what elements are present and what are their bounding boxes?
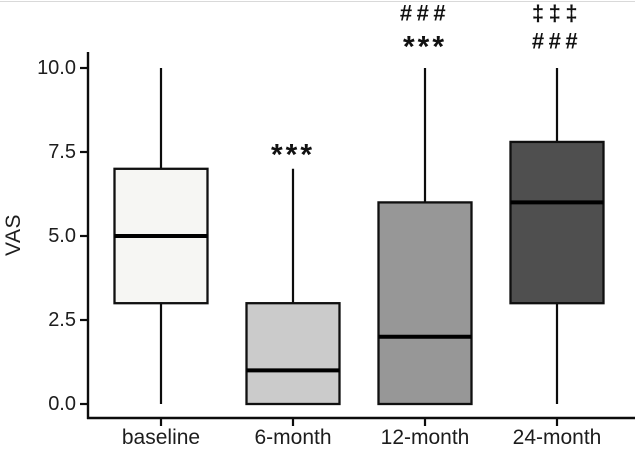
x-tick-label-12-month: 12-month <box>381 426 470 449</box>
x-tick-label-24-month: 24-month <box>513 426 602 449</box>
significance-annotation-6-month: *** <box>271 138 315 171</box>
significance-annotation-24-month: ### <box>532 29 582 54</box>
box-24-month <box>509 140 605 305</box>
significance-annotation-12-month: *** <box>403 31 447 64</box>
x-tick-label-baseline: baseline <box>122 426 200 449</box>
x-tick-label-6-month: 6-month <box>254 426 331 449</box>
y-tick-label: 5.0 <box>48 225 76 247</box>
y-tick-label: 2.5 <box>48 309 76 331</box>
box-12-month <box>377 201 473 406</box>
y-tick-label: 7.5 <box>48 141 76 163</box>
y-tick-label: 10.0 <box>37 57 76 79</box>
box-6-month <box>245 302 341 406</box>
significance-annotation-24-month: ‡‡‡ <box>532 1 582 26</box>
top-border-line <box>0 1 635 2</box>
significance-annotation-12-month: ### <box>400 1 450 26</box>
y-tick-label: 0.0 <box>48 393 76 415</box>
